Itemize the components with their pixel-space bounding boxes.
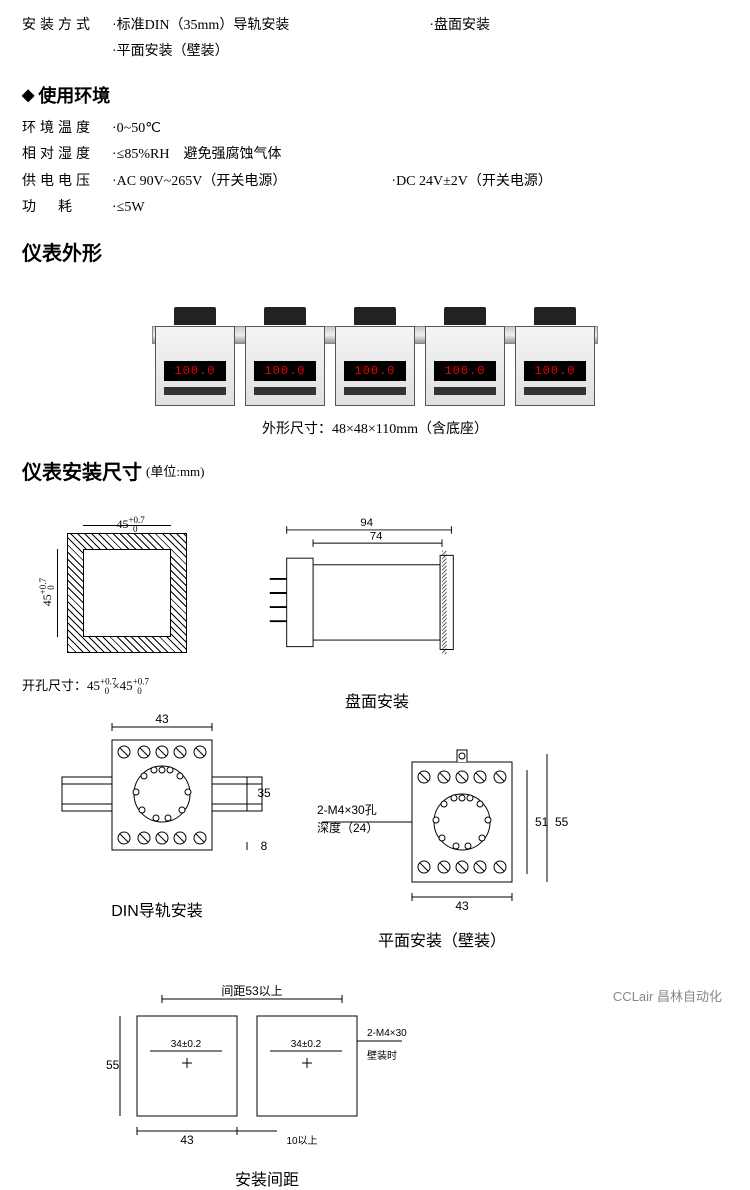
svg-text:35: 35 <box>257 786 271 800</box>
meter-unit: 100.0 <box>335 326 415 406</box>
panel-label: 盘面安装 <box>252 688 502 712</box>
svg-text:8: 8 <box>261 839 268 853</box>
power-label: 功 耗 <box>22 197 112 219</box>
shape-header: 仪表外形 <box>22 237 728 266</box>
spacing-label: 安装间距 <box>102 1166 432 1190</box>
svg-text:43: 43 <box>155 712 169 726</box>
env-header: ◆ 使用环境 <box>22 82 728 108</box>
svg-text:间距53以上: 间距53以上 <box>221 984 282 998</box>
wall-diagram: 43 51 55 2-M4×30孔 深度（24） 平面安装（壁装） <box>312 742 572 951</box>
install-opt2: ·盘面安装 <box>429 15 490 37</box>
spacing-diagram: 间距53以上 34±0.2 34±0.2 55 2-M4×30 壁装时 <box>102 981 432 1190</box>
power-val: ·≤5W <box>112 197 145 219</box>
temp-val: ·0~50℃ <box>112 118 161 140</box>
svg-text:2-M4×30孔: 2-M4×30孔 <box>317 803 377 817</box>
cutout-note: 开孔尺寸：45+0.7 0 ×45+0.7 0 <box>22 675 232 696</box>
install-opt1: ·标准DIN（35mm）导轨安装 <box>112 15 289 37</box>
volt-val1: ·AC 90V~265V（开关电源） <box>112 171 286 193</box>
svg-text:2-M4×30: 2-M4×30 <box>367 1028 407 1039</box>
humid-label: 相对湿度 <box>22 144 112 166</box>
svg-text:43: 43 <box>455 899 469 912</box>
install-opt3: ·平面安装（壁装） <box>112 41 728 63</box>
install-label: 安装方式 <box>22 15 112 37</box>
meter-unit: 100.0 <box>425 326 505 406</box>
cutout-diagram: 45+0.7 0 45+0.7 0 开孔尺寸：45+0.7 0 ×45+0.7 … <box>22 513 232 712</box>
svg-text:34±0.2: 34±0.2 <box>291 1039 322 1050</box>
meter-unit: 100.0 <box>245 326 325 406</box>
product-photo: 100.0 100.0 100.0 100.0 100.0 <box>22 296 728 406</box>
svg-text:壁装时: 壁装时 <box>367 1049 397 1062</box>
svg-text:43: 43 <box>180 1133 194 1147</box>
photo-caption: 外形尺寸：48×48×110mm（含底座） <box>22 418 728 438</box>
svg-text:10以上: 10以上 <box>286 1135 317 1147</box>
svg-text:55: 55 <box>106 1058 120 1072</box>
volt-label: 供电电压 <box>22 171 112 193</box>
din-label: DIN导轨安装 <box>42 897 272 921</box>
svg-text:74: 74 <box>370 531 383 543</box>
brand-watermark: CCLair 昌林自动化 <box>613 986 722 1005</box>
temp-label: 环境温度 <box>22 118 112 140</box>
svg-text:34±0.2: 34±0.2 <box>171 1039 202 1050</box>
meter-unit: 100.0 <box>515 326 595 406</box>
svg-text:55: 55 <box>555 815 569 829</box>
mount-header: 仪表安装尺寸 (单位:mm) <box>22 456 728 485</box>
meter-unit: 100.0 <box>155 326 235 406</box>
diamond-icon: ◆ <box>22 85 34 105</box>
humid-val: ·≤85%RH 避免强腐蚀气体 <box>112 144 281 166</box>
din-diagram: 43 <box>42 712 272 951</box>
wall-label: 平面安装（壁装） <box>312 927 572 951</box>
svg-text:深度（24）: 深度（24） <box>317 820 378 835</box>
sideview-diagram: 94 74 盘面安装 <box>252 513 502 712</box>
svg-text:94: 94 <box>360 518 373 530</box>
volt-val2: ·DC 24V±2V（开关电源） <box>391 171 552 193</box>
